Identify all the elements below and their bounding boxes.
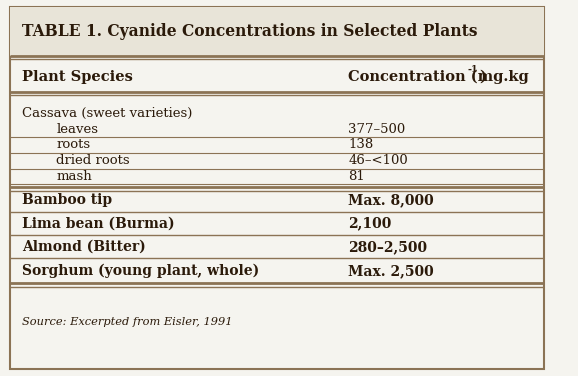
Text: Max. 2,500: Max. 2,500 <box>349 264 434 278</box>
Text: Max. 8,000: Max. 8,000 <box>349 193 434 207</box>
Text: roots: roots <box>57 138 91 151</box>
Text: Bamboo tip: Bamboo tip <box>23 193 113 207</box>
Text: TABLE 1. Cyanide Concentrations in Selected Plants: TABLE 1. Cyanide Concentrations in Selec… <box>23 23 478 41</box>
Text: Sorghum (young plant, whole): Sorghum (young plant, whole) <box>23 264 260 278</box>
Text: Cassava (sweet varieties): Cassava (sweet varieties) <box>23 107 192 120</box>
Text: Source: Excerpted from Eisler, 1991: Source: Excerpted from Eisler, 1991 <box>23 317 233 327</box>
Text: Lima bean (Burma): Lima bean (Burma) <box>23 217 175 230</box>
Text: mash: mash <box>57 170 92 183</box>
Text: dried roots: dried roots <box>57 154 130 167</box>
Text: 138: 138 <box>349 138 373 151</box>
Text: -1: -1 <box>467 65 478 74</box>
Text: 377–500: 377–500 <box>349 123 406 135</box>
Text: 280–2,500: 280–2,500 <box>349 240 427 254</box>
Text: Plant Species: Plant Species <box>23 70 133 84</box>
Text: Almond (Bitter): Almond (Bitter) <box>23 240 146 254</box>
Text: 2,100: 2,100 <box>349 217 392 230</box>
Text: 81: 81 <box>349 170 365 183</box>
Text: 46–<100: 46–<100 <box>349 154 408 167</box>
Text: ): ) <box>479 70 486 84</box>
Text: Concentration (mg.kg: Concentration (mg.kg <box>349 70 529 84</box>
Bar <box>10 7 544 56</box>
Text: leaves: leaves <box>57 123 98 135</box>
